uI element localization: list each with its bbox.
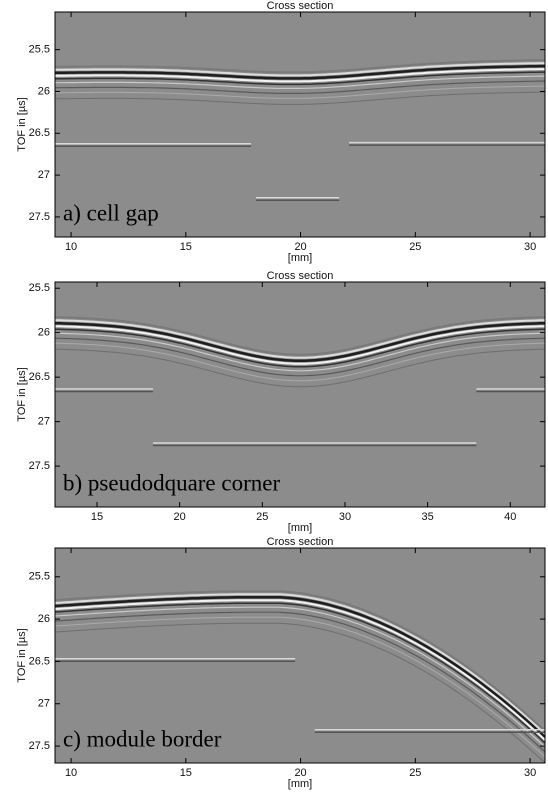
echo-band bbox=[54, 319, 546, 359]
y-axis-label: TOF in [µs] bbox=[16, 367, 28, 421]
y-axis-label: TOF in [µs] bbox=[16, 628, 28, 682]
y-tick-label: 27 bbox=[38, 169, 50, 181]
x-tick-label: 20 bbox=[294, 767, 306, 779]
x-tick-label: 40 bbox=[504, 511, 516, 523]
y-tick-label: 27 bbox=[38, 416, 50, 428]
echo-band bbox=[54, 68, 545, 83]
y-axis-label: TOF in [µs] bbox=[16, 97, 28, 151]
y-tick-label: 26.5 bbox=[29, 655, 50, 667]
panel: Cross section [mm] TOF in [µs] b) pseudodqu… bbox=[16, 270, 546, 534]
x-axis-label: [mm] bbox=[288, 252, 312, 264]
echo-band bbox=[54, 348, 546, 388]
echo-band bbox=[54, 622, 546, 764]
annotation: c) module border bbox=[63, 726, 222, 751]
annotation: a) cell gap bbox=[63, 200, 159, 225]
echo-band bbox=[54, 606, 546, 748]
y-tick-label: 26 bbox=[38, 85, 50, 97]
x-tick-label: 25 bbox=[409, 767, 421, 779]
x-tick-label: 15 bbox=[91, 511, 103, 523]
x-tick-label: 30 bbox=[339, 511, 351, 523]
x-tick-label: 35 bbox=[421, 511, 433, 523]
image-background bbox=[55, 282, 545, 507]
echo-band bbox=[54, 602, 546, 744]
annotation: b) pseudodquare corner bbox=[63, 470, 280, 495]
echo-band bbox=[54, 80, 545, 95]
echo-band bbox=[54, 62, 545, 77]
image-background bbox=[55, 548, 545, 763]
echo-band bbox=[54, 316, 546, 356]
x-tick-label: 25 bbox=[409, 241, 421, 253]
y-tick-label: 26 bbox=[38, 613, 50, 625]
x-tick-label: 10 bbox=[65, 241, 77, 253]
echo-band bbox=[54, 325, 546, 365]
x-axis-label: [mm] bbox=[288, 778, 312, 790]
echo-band bbox=[54, 75, 545, 90]
plot-frame bbox=[54, 281, 546, 508]
y-tick-label: 25.5 bbox=[29, 571, 50, 583]
panel: Cross section [mm] TOF in [µs] c) module bo… bbox=[16, 536, 546, 790]
x-tick-label: 10 bbox=[65, 767, 77, 779]
y-tick-label: 27.5 bbox=[29, 460, 50, 472]
y-tick-label: 25.5 bbox=[29, 44, 50, 56]
echo-band bbox=[54, 593, 546, 735]
echo-band bbox=[54, 342, 546, 382]
x-tick-label: 20 bbox=[294, 241, 306, 253]
y-tick-label: 26 bbox=[38, 327, 50, 339]
echo-band bbox=[54, 599, 546, 741]
y-tick-label: 27 bbox=[38, 698, 50, 710]
echo-band bbox=[54, 91, 545, 105]
x-tick-label: 15 bbox=[180, 767, 192, 779]
echo-band bbox=[54, 71, 545, 86]
x-axis-label: [mm] bbox=[288, 522, 312, 534]
echo-band bbox=[54, 59, 545, 74]
y-tick-label: 27.5 bbox=[29, 740, 50, 752]
echo-band bbox=[54, 328, 546, 368]
echo-band bbox=[54, 321, 546, 363]
echo-band bbox=[54, 595, 546, 738]
x-tick-label: 25 bbox=[256, 511, 268, 523]
panel: Cross section [mm] TOF in [µs] a) cell gap 1… bbox=[16, 0, 546, 264]
y-tick-label: 25.5 bbox=[29, 282, 50, 294]
x-tick-label: 15 bbox=[180, 241, 192, 253]
echo-band bbox=[54, 337, 546, 377]
x-tick-label: 30 bbox=[524, 241, 536, 253]
echo-band bbox=[54, 616, 546, 758]
x-tick-label: 30 bbox=[524, 767, 536, 779]
echo-band bbox=[54, 64, 545, 80]
y-tick-label: 27.5 bbox=[29, 211, 50, 223]
y-tick-label: 26.5 bbox=[29, 371, 50, 383]
echo-band bbox=[54, 332, 546, 372]
echo-band bbox=[54, 590, 546, 732]
plot-frame bbox=[54, 547, 546, 764]
chart-title: Cross section bbox=[267, 536, 334, 548]
y-tick-label: 26.5 bbox=[29, 127, 50, 139]
x-tick-label: 20 bbox=[174, 511, 186, 523]
echo-band bbox=[54, 85, 545, 99]
echo-band bbox=[54, 611, 546, 753]
plot-frame bbox=[54, 11, 546, 238]
chart-title: Cross section bbox=[267, 0, 334, 12]
chart-title: Cross section bbox=[267, 270, 334, 282]
